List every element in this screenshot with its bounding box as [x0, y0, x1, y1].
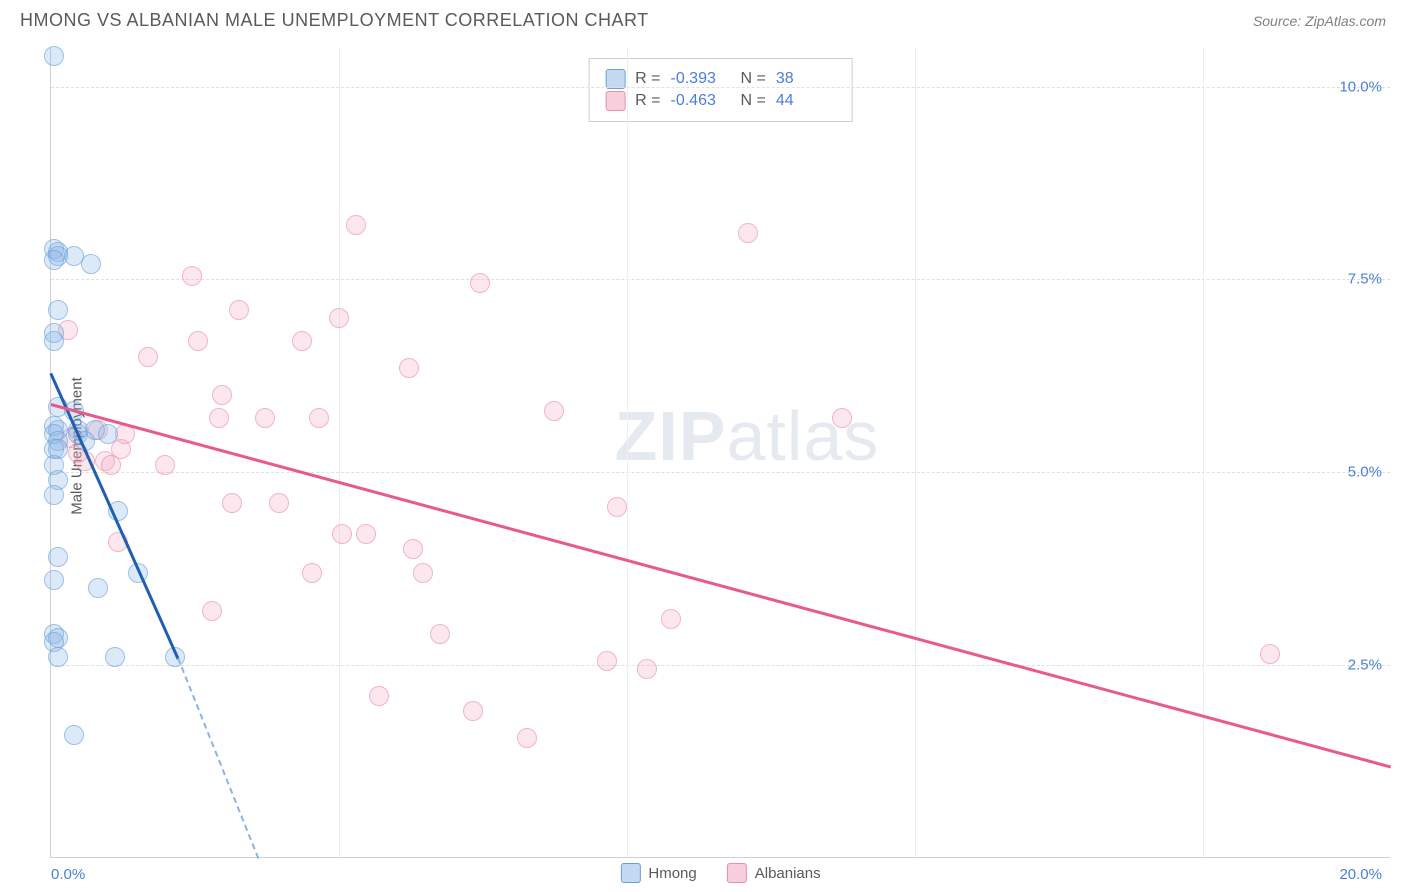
scatter-chart: ZIPatlas R = -0.393 N = 38 R = -0.463 N … [50, 48, 1390, 858]
data-point [1260, 644, 1280, 664]
y-tick-label: 5.0% [1348, 464, 1382, 481]
data-point [356, 524, 376, 544]
legend-label: Hmong [648, 865, 696, 882]
r-label: R = [635, 70, 660, 88]
data-point [229, 300, 249, 320]
data-point [302, 563, 322, 583]
swatch-pink-icon [605, 91, 625, 111]
gridline-h [51, 665, 1390, 666]
trend-line [50, 373, 180, 659]
legend-bottom: Hmong Albanians [620, 863, 820, 883]
x-tick-min: 0.0% [51, 866, 85, 883]
data-point [105, 647, 125, 667]
data-point [661, 609, 681, 629]
data-point [98, 424, 118, 444]
data-point [182, 266, 202, 286]
data-point [222, 493, 242, 513]
gridline-h [51, 87, 1390, 88]
trend-line [51, 403, 1392, 768]
y-tick-label: 10.0% [1339, 78, 1382, 95]
data-point [332, 524, 352, 544]
data-point [48, 547, 68, 567]
n-label: N = [741, 70, 766, 88]
data-point [413, 563, 433, 583]
n-label: N = [741, 92, 766, 110]
source-label: Source: ZipAtlas.com [1253, 13, 1386, 29]
gridline-v [339, 48, 340, 857]
legend-item-hmong: Hmong [620, 863, 696, 883]
data-point [403, 539, 423, 559]
data-point [44, 485, 64, 505]
y-tick-label: 7.5% [1348, 271, 1382, 288]
data-point [369, 686, 389, 706]
legend-label: Albanians [755, 865, 821, 882]
data-point [399, 358, 419, 378]
data-point [292, 331, 312, 351]
data-point [155, 455, 175, 475]
data-point [517, 728, 537, 748]
data-point [637, 659, 657, 679]
data-point [346, 215, 366, 235]
data-point [44, 46, 64, 66]
data-point [209, 408, 229, 428]
n-value: 44 [776, 92, 836, 110]
data-point [64, 725, 84, 745]
data-point [470, 273, 490, 293]
swatch-blue-icon [620, 863, 640, 883]
data-point [738, 223, 758, 243]
data-point [48, 647, 68, 667]
data-point [832, 408, 852, 428]
gridline-v [915, 48, 916, 857]
data-point [212, 385, 232, 405]
legend-item-albanians: Albanians [727, 863, 821, 883]
data-point [430, 624, 450, 644]
trend-line [177, 658, 259, 859]
data-point [329, 308, 349, 328]
gridline-v [627, 48, 628, 857]
r-label: R = [635, 92, 660, 110]
data-point [544, 401, 564, 421]
stats-row-albanians: R = -0.463 N = 44 [605, 91, 836, 111]
r-value: -0.393 [671, 70, 731, 88]
y-tick-label: 2.5% [1348, 657, 1382, 674]
gridline-h [51, 472, 1390, 473]
r-value: -0.463 [671, 92, 731, 110]
data-point [269, 493, 289, 513]
data-point [309, 408, 329, 428]
data-point [255, 408, 275, 428]
data-point [202, 601, 222, 621]
data-point [44, 250, 64, 270]
data-point [463, 701, 483, 721]
data-point [138, 347, 158, 367]
x-tick-max: 20.0% [1339, 866, 1382, 883]
data-point [188, 331, 208, 351]
gridline-v [1203, 48, 1204, 857]
gridline-h [51, 279, 1390, 280]
data-point [597, 651, 617, 671]
data-point [88, 578, 108, 598]
n-value: 38 [776, 70, 836, 88]
data-point [48, 300, 68, 320]
chart-title: HMONG VS ALBANIAN MALE UNEMPLOYMENT CORR… [20, 10, 649, 31]
data-point [81, 254, 101, 274]
data-point [44, 331, 64, 351]
data-point [607, 497, 627, 517]
data-point [44, 570, 64, 590]
swatch-pink-icon [727, 863, 747, 883]
